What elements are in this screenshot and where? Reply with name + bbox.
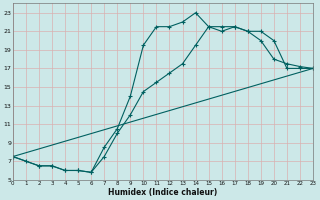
X-axis label: Humidex (Indice chaleur): Humidex (Indice chaleur) (108, 188, 218, 197)
